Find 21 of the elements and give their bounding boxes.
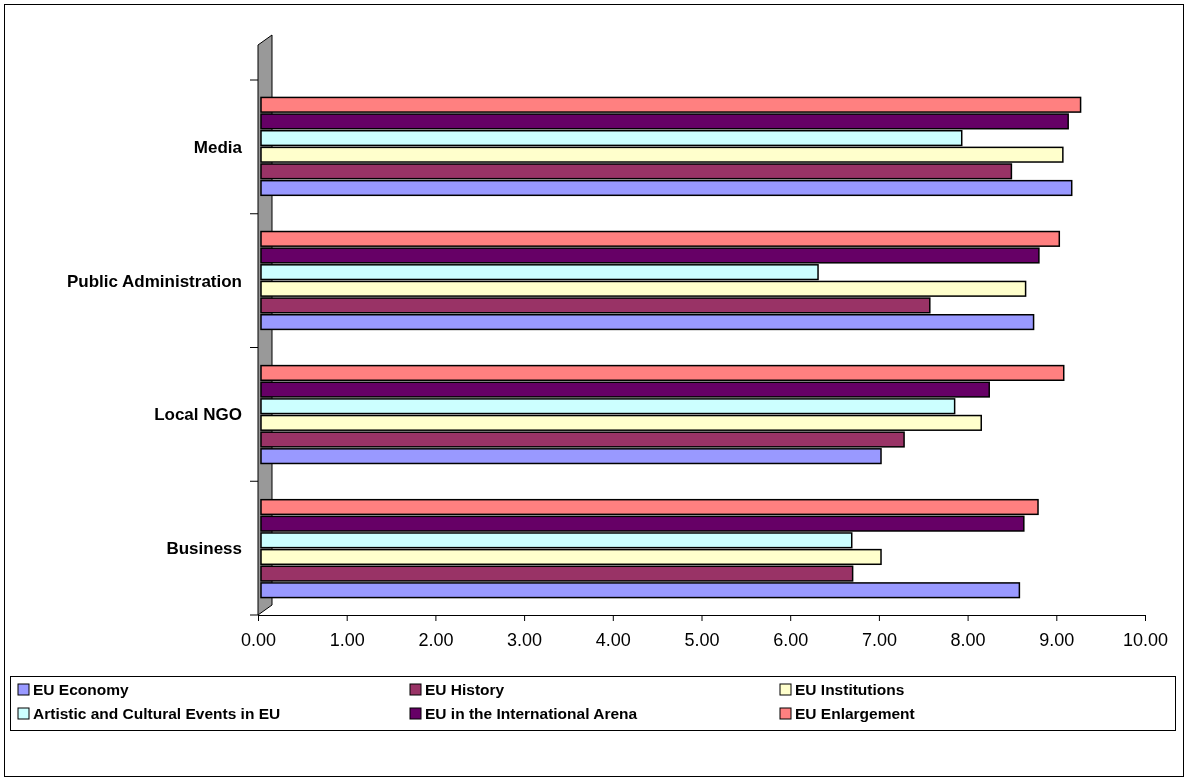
y-tick-label: Public Administration [66, 271, 242, 291]
y-tick-label: Local NGO [154, 405, 242, 425]
legend-label: EU Economy [33, 681, 129, 698]
legend-label: EU in the International Arena [425, 705, 638, 722]
y-tick-label: Business [166, 539, 242, 559]
y-tick-label: Media [193, 137, 243, 157]
x-tick-label: 3.00 [507, 629, 543, 650]
x-tick-label: 5.00 [684, 629, 720, 650]
legend-label: EU Institutions [795, 681, 905, 698]
x-tick-label: 4.00 [595, 629, 631, 650]
x-tick-label: 6.00 [773, 629, 809, 650]
x-tick-label: 2.00 [418, 629, 454, 650]
x-tick-label: 1.00 [329, 629, 365, 650]
legend-label: EU History [425, 681, 505, 698]
x-tick-label: 8.00 [950, 629, 986, 650]
x-tick-label: 7.00 [861, 629, 897, 650]
x-tick-label: 0.00 [240, 629, 277, 650]
legend-label: EU Enlargement [795, 705, 915, 722]
x-tick-label: 10.00 [1122, 629, 1169, 650]
legend-label: Artistic and Cultural Events in EU [33, 705, 281, 722]
x-tick-label: 9.00 [1039, 629, 1075, 650]
